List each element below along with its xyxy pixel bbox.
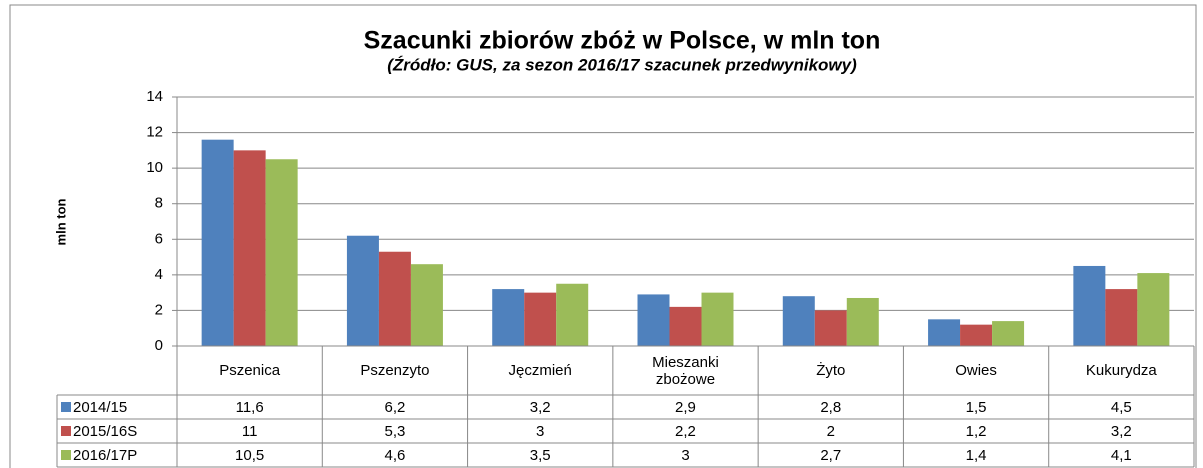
data-label: 4,1 (1110, 446, 1132, 464)
bar (669, 306, 702, 346)
bar (846, 297, 879, 346)
category-label: Kukurydza (1085, 362, 1157, 379)
data-label: 2 (826, 422, 835, 440)
data-label: 2,9 (675, 398, 696, 416)
data-label: 11 (241, 422, 258, 440)
chart-title: Szacunki zbiorów zbóż w Polsce, w mln to… (364, 27, 881, 55)
chart-subtitle: (Źródło: GUS, za sezon 2016/17 szacunek … (387, 55, 857, 74)
bar (960, 324, 993, 346)
y-tick-label: 0 (155, 337, 163, 354)
data-label: 5,3 (384, 422, 406, 440)
legend-label: 2014/15 (73, 398, 128, 416)
bar (524, 292, 557, 346)
data-label: 1,2 (965, 422, 987, 440)
bar (1137, 273, 1170, 346)
bar (1105, 289, 1138, 346)
data-label: 6,2 (384, 398, 406, 416)
bar (492, 289, 525, 346)
bar (233, 150, 266, 346)
data-label: 3,2 (529, 398, 551, 416)
data-label: 11,6 (235, 398, 264, 416)
category-label: Mieszanki zbożowe (652, 353, 719, 388)
y-tick-label: 8 (155, 195, 163, 212)
data-label: 2,2 (675, 422, 696, 440)
bar (928, 319, 961, 346)
legend-label: 2015/16S (73, 422, 138, 440)
category-label: Owies (955, 362, 997, 379)
y-tick-label: 14 (146, 88, 163, 105)
bar (701, 292, 734, 346)
data-label: 1,4 (965, 446, 987, 464)
bar (1073, 265, 1106, 346)
data-label: 3 (681, 446, 690, 464)
legend-key (61, 450, 71, 460)
y-tick-label: 12 (146, 124, 163, 141)
bar (346, 235, 379, 346)
bar (556, 283, 589, 346)
bar (782, 296, 815, 346)
bar (265, 159, 298, 346)
y-tick-label: 4 (155, 266, 163, 283)
bar (814, 310, 847, 346)
category-label: Jęczmień (508, 362, 572, 379)
bar (992, 321, 1025, 346)
bar (378, 251, 411, 346)
data-label: 4,5 (1110, 398, 1132, 416)
data-label: 3 (536, 422, 545, 440)
bar (637, 294, 670, 346)
y-tick-label: 2 (155, 301, 163, 318)
bar (410, 264, 443, 346)
data-label: 3,5 (529, 446, 551, 464)
data-label: 2,8 (820, 398, 842, 416)
data-label: 4,6 (384, 446, 406, 464)
category-label: Żyto (816, 362, 846, 379)
data-label: 2,7 (820, 446, 842, 464)
data-label: 1,5 (965, 398, 987, 416)
legend-label: 2016/17P (73, 446, 138, 464)
legend-key (61, 426, 71, 436)
category-label: Pszenica (219, 362, 281, 379)
data-label: 10,5 (235, 446, 265, 464)
y-tick-label: 10 (146, 159, 163, 176)
data-label: 3,2 (1110, 422, 1132, 440)
category-label: Pszenzyto (360, 362, 430, 379)
legend-key (61, 402, 71, 412)
bar (201, 139, 234, 346)
y-axis-label: mln ton (53, 198, 68, 245)
y-tick-label: 6 (155, 230, 163, 247)
